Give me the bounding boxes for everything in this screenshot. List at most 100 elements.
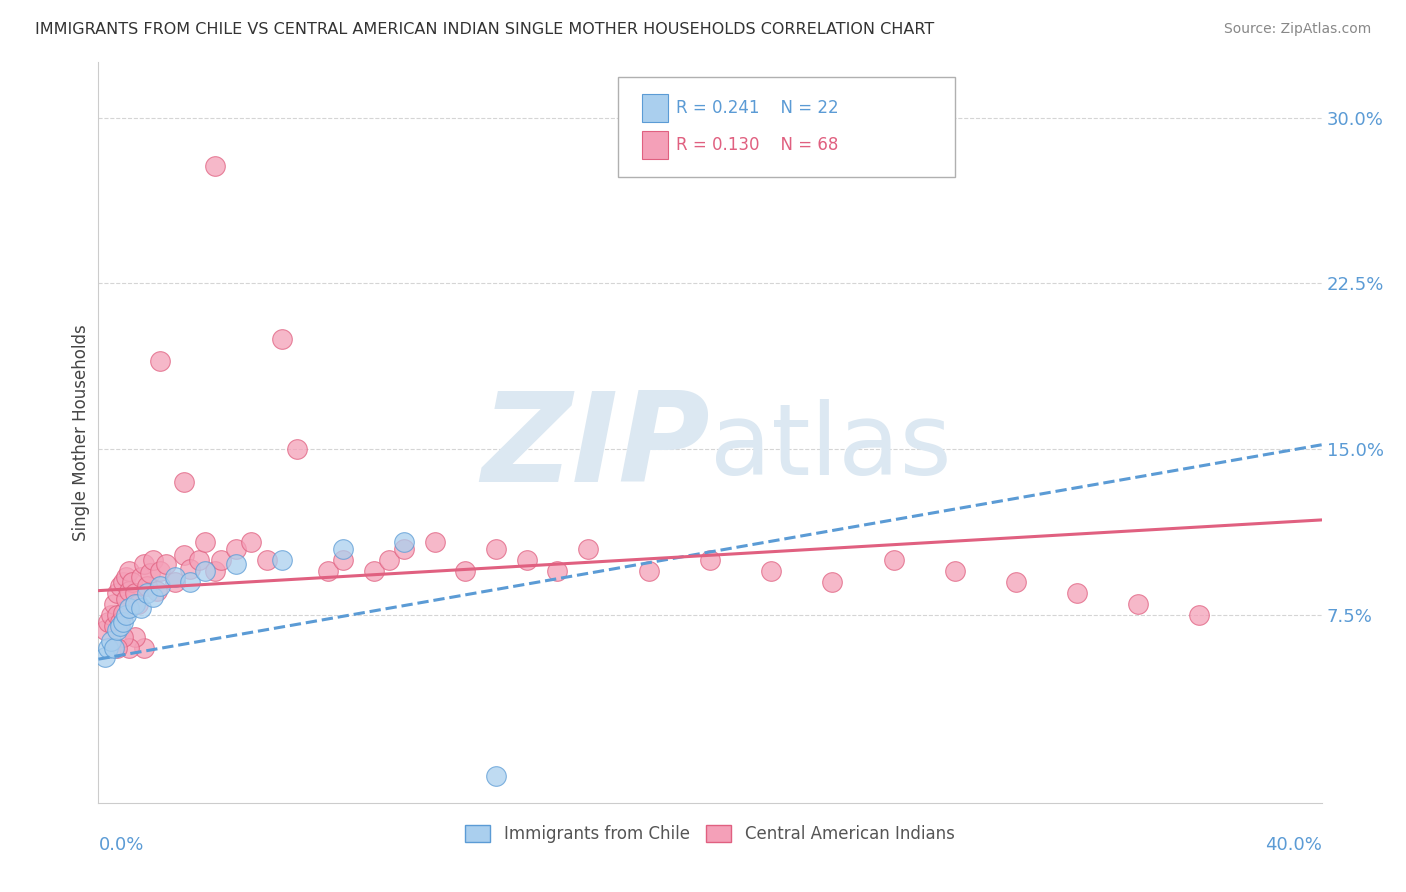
Text: Source: ZipAtlas.com: Source: ZipAtlas.com <box>1223 22 1371 37</box>
Point <box>136 579 159 593</box>
Point <box>423 535 446 549</box>
Point <box>97 641 120 656</box>
Point <box>108 579 131 593</box>
Point <box>1188 607 1211 622</box>
Point <box>316 564 339 578</box>
Point <box>1128 597 1150 611</box>
Point <box>204 564 226 578</box>
Point <box>485 769 508 783</box>
Point <box>163 570 186 584</box>
Text: 0.0%: 0.0% <box>98 836 143 855</box>
Point <box>103 641 125 656</box>
Point <box>163 574 186 589</box>
Point <box>149 564 172 578</box>
Point <box>1004 574 1026 589</box>
Point <box>240 535 263 549</box>
Point <box>194 535 217 549</box>
Point <box>485 541 508 556</box>
Point <box>105 607 128 622</box>
Text: IMMIGRANTS FROM CHILE VS CENTRAL AMERICAN INDIAN SINGLE MOTHER HOUSEHOLDS CORREL: IMMIGRANTS FROM CHILE VS CENTRAL AMERICA… <box>35 22 935 37</box>
Point <box>179 561 201 575</box>
Point <box>637 564 661 578</box>
Point <box>363 564 385 578</box>
Text: R = 0.130    N = 68: R = 0.130 N = 68 <box>676 136 838 153</box>
Point <box>883 552 905 566</box>
Point <box>124 630 146 644</box>
Point <box>111 630 134 644</box>
Point <box>100 607 122 622</box>
Point <box>97 615 120 629</box>
Point <box>111 574 134 589</box>
Point <box>118 583 141 598</box>
Point <box>105 624 128 638</box>
Point <box>270 552 292 566</box>
Point <box>145 583 167 598</box>
Point <box>454 564 477 578</box>
Point <box>149 353 172 368</box>
Point <box>256 552 278 566</box>
Point <box>127 597 149 611</box>
Point <box>115 570 138 584</box>
Point <box>121 574 143 589</box>
Point <box>392 535 416 549</box>
Point <box>118 601 141 615</box>
Point <box>142 591 165 605</box>
Point <box>378 552 401 566</box>
Point <box>225 541 247 556</box>
FancyBboxPatch shape <box>641 130 668 159</box>
Point <box>546 564 568 578</box>
Point <box>209 552 232 566</box>
Point <box>134 557 156 571</box>
Point <box>332 552 354 566</box>
Point <box>111 615 134 629</box>
Point <box>103 597 125 611</box>
Point <box>108 615 131 629</box>
Point <box>142 552 165 566</box>
Point <box>173 549 195 563</box>
Point <box>111 606 134 620</box>
Point <box>100 634 122 648</box>
Point <box>93 649 115 664</box>
Text: 40.0%: 40.0% <box>1265 836 1322 855</box>
Y-axis label: Single Mother Households: Single Mother Households <box>72 325 90 541</box>
Point <box>576 541 599 556</box>
Point <box>285 442 308 457</box>
Point <box>105 641 128 656</box>
Point <box>115 607 138 622</box>
Point <box>188 552 211 566</box>
Point <box>108 619 131 633</box>
Point <box>332 541 354 556</box>
Point <box>173 475 195 490</box>
Point <box>149 579 172 593</box>
Point <box>699 552 721 566</box>
Point <box>392 541 416 556</box>
Point <box>155 557 177 571</box>
Point <box>179 574 201 589</box>
Point <box>516 552 538 566</box>
FancyBboxPatch shape <box>619 78 955 178</box>
Point <box>136 586 159 600</box>
Point <box>194 564 217 578</box>
Point <box>103 619 125 633</box>
Point <box>118 564 141 578</box>
Point <box>821 574 844 589</box>
Point <box>115 592 138 607</box>
Point <box>129 601 152 615</box>
FancyBboxPatch shape <box>641 94 668 121</box>
Text: ZIP: ZIP <box>481 387 710 508</box>
Point <box>105 586 128 600</box>
Point <box>759 564 782 578</box>
Point <box>225 557 247 571</box>
Point <box>118 641 141 656</box>
Point <box>129 570 152 584</box>
Point <box>204 159 226 173</box>
Point <box>139 566 162 580</box>
Point <box>124 586 146 600</box>
Text: atlas: atlas <box>710 399 952 496</box>
Point <box>943 564 966 578</box>
Point <box>270 332 292 346</box>
Text: R = 0.241    N = 22: R = 0.241 N = 22 <box>676 99 838 117</box>
Point <box>1066 586 1088 600</box>
Point <box>93 624 115 638</box>
Point <box>134 641 156 656</box>
